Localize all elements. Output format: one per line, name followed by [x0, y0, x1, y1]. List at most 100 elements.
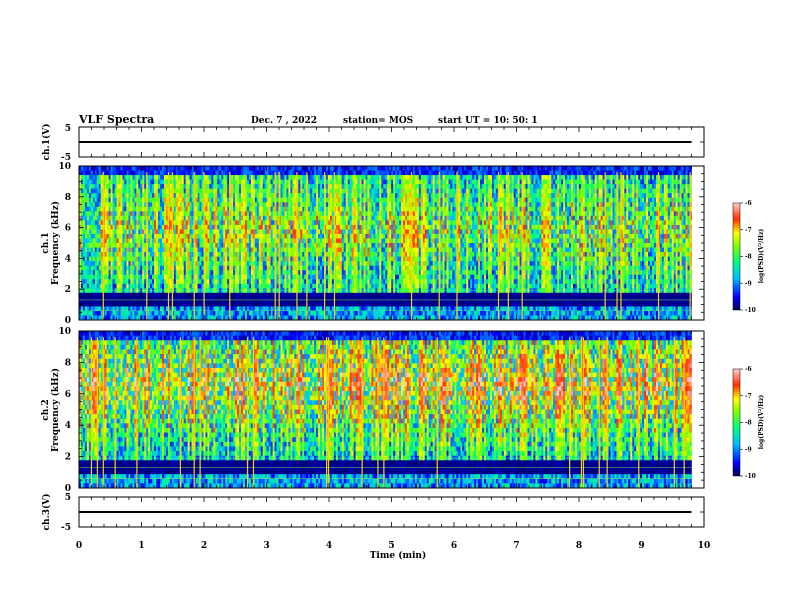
- spec-cell: [118, 310, 121, 316]
- spec-cell: [116, 206, 119, 212]
- spec-cell: [337, 224, 341, 230]
- spec-cell: [205, 283, 208, 289]
- spec-cell: [84, 179, 88, 185]
- spec-cell: [189, 211, 192, 217]
- spec-cell: [244, 220, 248, 226]
- spec-cell: [272, 238, 275, 244]
- spec-cell: [312, 252, 315, 257]
- spec-cell: [241, 233, 244, 239]
- spec-cell: [248, 279, 252, 285]
- spec-cell: [126, 306, 129, 312]
- spec-cell: [165, 229, 169, 235]
- spec-cell: [80, 193, 84, 199]
- spec-cell: [104, 220, 107, 226]
- spec-cell: [250, 247, 254, 253]
- spec-cell: [314, 202, 317, 208]
- spec-cell: [215, 252, 218, 257]
- spec-cell: [347, 279, 350, 285]
- spec-cell: [154, 265, 157, 271]
- spec-cell: [211, 265, 214, 271]
- spec-cell: [86, 206, 90, 212]
- spec-cell: [329, 211, 333, 217]
- spec-cell: [363, 175, 366, 180]
- spec-cell: [298, 315, 301, 320]
- spec-cell: [246, 243, 250, 248]
- spec-cell: [189, 229, 192, 235]
- spec-cell: [79, 179, 82, 185]
- spec-cell: [280, 211, 283, 217]
- spec-cell: [118, 279, 121, 285]
- spec-cell: [132, 166, 135, 171]
- spec-cell: [104, 292, 107, 298]
- spec-cell: [341, 197, 345, 203]
- spec-cell: [248, 220, 252, 226]
- spec-cell: [187, 274, 190, 280]
- spec-cell: [363, 215, 366, 221]
- spec-cell: [92, 270, 96, 276]
- spec-cell: [361, 274, 364, 280]
- spec-cell: [310, 306, 313, 312]
- spec-cell: [347, 170, 350, 176]
- spec-cell: [183, 202, 186, 208]
- spec-cell: [300, 265, 303, 271]
- spec-cell: [209, 193, 212, 199]
- spec-cell: [94, 279, 98, 285]
- spec-cell: [79, 265, 82, 271]
- spec-cell: [290, 310, 293, 316]
- spec-cell: [106, 193, 109, 199]
- spec-cell: [108, 252, 111, 257]
- spec-cell: [266, 197, 269, 203]
- spec-cell: [312, 279, 315, 285]
- spec-cell: [122, 211, 125, 217]
- spec-cell: [329, 166, 333, 171]
- spec-cell: [357, 247, 360, 253]
- spec-cell: [337, 206, 341, 212]
- spec-cell: [79, 315, 82, 320]
- spec-cell: [92, 310, 96, 316]
- spec-cell: [221, 306, 224, 312]
- spec-cell: [331, 184, 335, 189]
- spec-cell: [359, 211, 362, 217]
- spec-cell: [223, 215, 226, 221]
- spec-cell: [110, 310, 113, 316]
- spec-cell: [80, 247, 84, 253]
- spec-cell: [152, 229, 155, 235]
- spec-cell: [365, 229, 368, 235]
- spec-cell: [325, 197, 329, 203]
- spec-cell: [264, 301, 268, 307]
- spec-cell: [239, 283, 242, 289]
- spec-cell: [219, 310, 222, 316]
- spec-cell: [318, 220, 321, 226]
- spec-cell: [134, 243, 137, 248]
- spec-cell: [341, 211, 345, 217]
- spec-cell: [104, 310, 107, 316]
- spec-cell: [195, 256, 198, 262]
- spec-cell: [152, 283, 155, 289]
- spec-cell: [110, 229, 113, 235]
- spec-cell: [189, 166, 192, 171]
- spec-cell: [130, 310, 133, 316]
- spec-cell: [254, 292, 258, 298]
- spec-cell: [268, 247, 271, 253]
- spec-cell: [154, 184, 157, 189]
- spec-cell: [256, 274, 260, 280]
- spec-cell: [266, 261, 269, 266]
- spec-cell: [116, 283, 119, 289]
- spec-cell: [276, 184, 279, 189]
- spec-cell: [122, 166, 125, 171]
- spec-cell: [276, 211, 279, 217]
- spec-cell: [361, 283, 364, 289]
- spec-cell: [308, 247, 311, 253]
- spec-cell: [189, 256, 192, 262]
- date-label: Dec. 7 , 2022: [251, 116, 317, 126]
- spec-cell: [142, 215, 145, 221]
- spec-cell: [213, 270, 216, 276]
- spec-cell: [246, 166, 250, 171]
- spec-cell: [173, 265, 177, 271]
- spec-cell: [219, 179, 222, 185]
- spec-cell: [239, 233, 242, 239]
- spec-cell: [276, 220, 279, 226]
- spec-cell: [148, 224, 151, 230]
- spec-cell: [361, 215, 364, 221]
- spec-cell: [90, 261, 94, 266]
